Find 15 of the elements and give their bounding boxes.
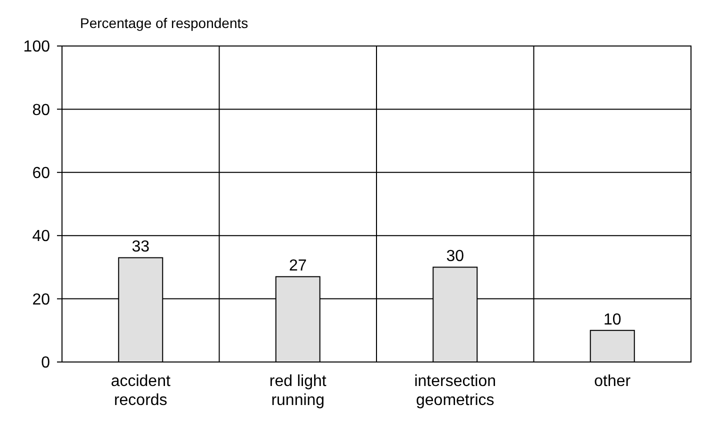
y-tick-label: 0	[41, 354, 50, 372]
data-label: 10	[603, 311, 622, 328]
y-axis-title: Percentage of respondents	[80, 15, 248, 31]
x-tick-label: accident records	[110, 373, 171, 409]
data-label: 30	[446, 248, 464, 266]
x-tick-label: other	[594, 373, 632, 390]
data-label: 27	[288, 258, 307, 275]
data-label: 33	[132, 238, 150, 256]
y-tick-label: 40	[32, 228, 50, 246]
y-tick-label: 100	[23, 38, 50, 56]
y-tick-label: 80	[32, 102, 50, 119]
x-tick-label: intersection geometrics	[414, 373, 496, 409]
x-tick-label: red light running	[269, 373, 327, 409]
y-tick-label: 60	[32, 165, 50, 182]
y-tick-label: 20	[32, 291, 50, 308]
